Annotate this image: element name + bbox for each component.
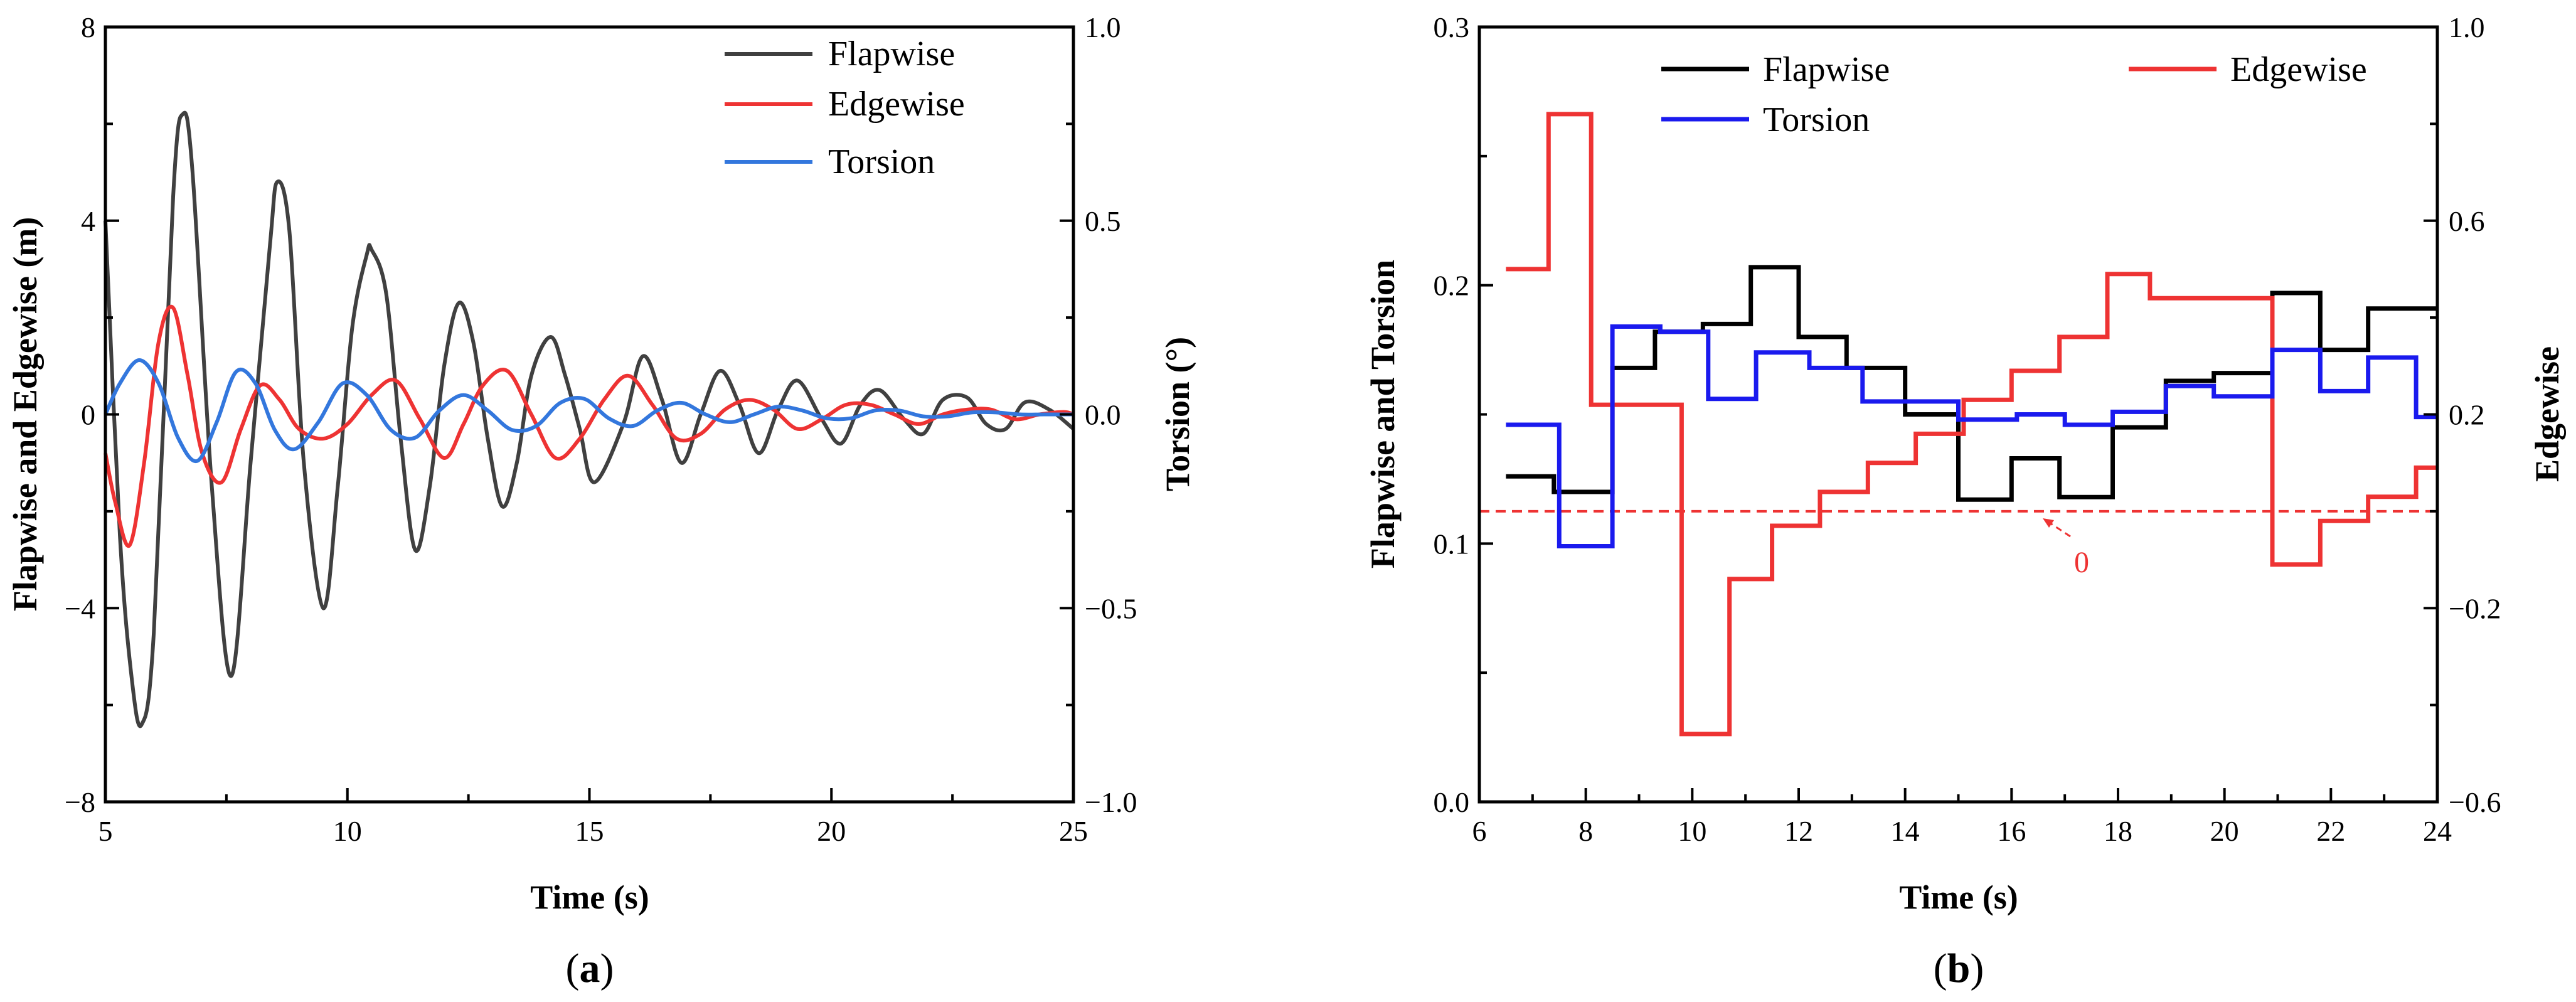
panel-b-x-axis-title: Time (s)	[1899, 878, 2018, 916]
y-right-tick-label: 1.0	[2449, 11, 2485, 43]
y-right-tick-label: −0.5	[1085, 592, 1137, 624]
y-left-tick-label: −8	[65, 786, 95, 818]
panel-a-series	[104, 110, 1075, 728]
panel-a-y-axis-left-title: Flapwise and Edgewise (m)	[6, 217, 44, 612]
panel-b-y-axis-left-title: Flapwise and Torsion	[1364, 260, 1402, 568]
zero-annotation-arrowhead	[2043, 518, 2054, 528]
series-line-edgewise	[1506, 112, 2437, 737]
x-tick-label: 5	[98, 815, 113, 847]
legend-label-edgewise: Edgewise	[828, 85, 965, 124]
panel-a-caption-letter: a	[580, 946, 600, 991]
y-left-tick-label: 0.3	[1434, 11, 1470, 43]
series-line-torsion	[104, 358, 1073, 464]
panel-b-caption-letter: b	[1947, 946, 1971, 991]
panel-b-series	[1479, 112, 2437, 737]
panel-a-caption: (a)	[566, 946, 614, 991]
panel-a-x-axis-title: Time (s)	[530, 878, 649, 916]
panel-b: 6 8 10 12 14 16 18 20 22 24 0.0 0.1 0.2 0.3 −0.6 −0.2 0.…	[1364, 11, 2566, 991]
series-line-torsion	[1506, 324, 2437, 548]
x-tick-label: 15	[575, 815, 604, 847]
legend-label-torsion: Torsion	[828, 142, 935, 181]
panel-b-caption: (b)	[1934, 946, 1984, 991]
y-right-tick-label: 0.6	[2449, 205, 2485, 237]
x-tick-label: 16	[1997, 815, 2026, 847]
y-right-tick-label: −0.2	[2449, 592, 2501, 624]
y-left-tick-label: 4	[81, 205, 95, 237]
panel-a-legend: Flapwise Edgewise Torsion	[725, 35, 965, 181]
x-tick-label: 25	[1059, 815, 1088, 847]
y-left-tick-label: 0.1	[1434, 528, 1470, 560]
panel-b-zero-annotation: 0	[2043, 518, 2089, 579]
y-left-tick-label: 0.2	[1434, 270, 1470, 302]
y-right-tick-label: 0.0	[1085, 399, 1121, 431]
panel-a: 5 10 15 20 25 −8 −4 0 4 8 −1.0 −0.5 0.0 0.5 1.0 Flapwi…	[6, 11, 1196, 991]
legend-label-flapwise: Flapwise	[1763, 50, 1890, 89]
x-tick-label: 8	[1578, 815, 1593, 847]
panel-a-y-axis-right-title: Torsion (°)	[1159, 337, 1196, 491]
panel-b-y-axis-right-title: Edgewise	[2528, 346, 2566, 482]
series-line-edgewise	[104, 304, 1074, 548]
y-right-tick-label: 0.2	[2449, 399, 2485, 431]
x-tick-label: 24	[2423, 815, 2452, 847]
series-line-flapwise	[1506, 265, 2437, 502]
x-tick-label: 22	[2316, 815, 2345, 847]
y-right-tick-label: −1.0	[1085, 786, 1137, 818]
y-left-tick-label: 8	[81, 11, 95, 43]
x-tick-label: 6	[1472, 815, 1487, 847]
panel-a-ticks: 5 10 15 20 25 −8 −4 0 4 8 −1.0 −0.5 0.0 0.5 1.0	[65, 11, 1137, 847]
legend-label-flapwise: Flapwise	[828, 35, 955, 73]
y-left-tick-label: 0	[81, 399, 95, 431]
x-tick-label: 20	[817, 815, 846, 847]
y-right-tick-label: 1.0	[1085, 11, 1121, 43]
x-tick-label: 20	[2210, 815, 2239, 847]
y-left-tick-label: −4	[65, 592, 95, 624]
panel-b-legend: Flapwise Torsion Edgewise	[1661, 50, 2367, 139]
series-line-flapwise	[104, 110, 1075, 728]
y-right-tick-label: −0.6	[2449, 786, 2501, 818]
x-tick-label: 14	[1891, 815, 1920, 847]
zero-annotation-label: 0	[2074, 546, 2089, 579]
x-tick-label: 18	[2104, 815, 2132, 847]
y-left-tick-label: 0.0	[1434, 786, 1470, 818]
y-right-tick-label: 0.5	[1085, 205, 1121, 237]
legend-label-torsion: Torsion	[1763, 100, 1870, 139]
x-tick-label: 12	[1784, 815, 1813, 847]
legend-label-edgewise: Edgewise	[2230, 50, 2367, 89]
panel-b-ticks: 6 8 10 12 14 16 18 20 22 24 0.0 0.1 0.2 0.3 −0.6 −0.2 0.…	[1434, 11, 2501, 847]
x-tick-label: 10	[1678, 815, 1706, 847]
x-tick-label: 10	[333, 815, 362, 847]
